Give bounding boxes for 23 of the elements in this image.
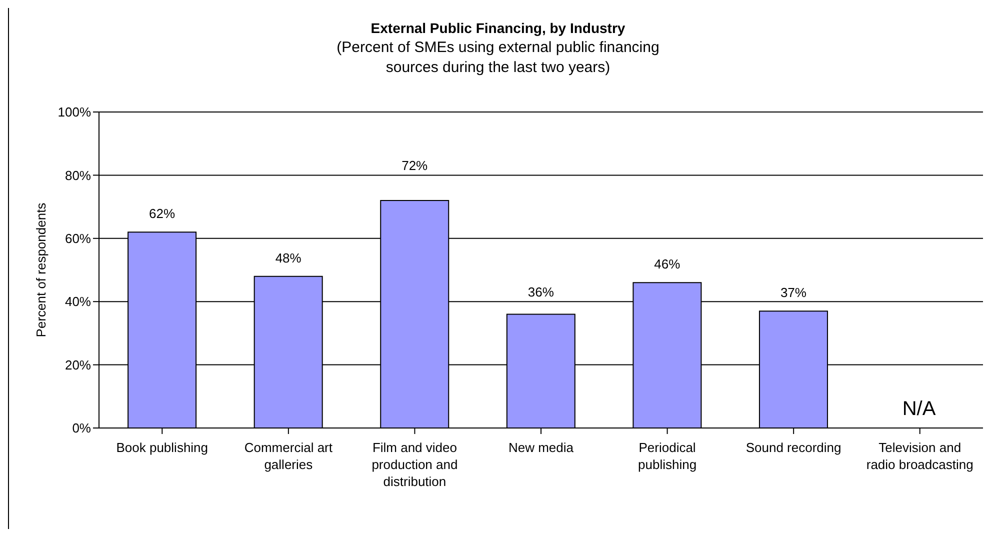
data-label: 48%	[275, 250, 302, 266]
y-tick-label: 20%	[64, 357, 92, 372]
chart-subtitle: (Percent of SMEs using external public financing sources during the last two years)	[336, 38, 660, 78]
x-tick-label: Television and radio broadcasting	[866, 440, 974, 472]
data-label: 62%	[149, 206, 176, 222]
y-tick-label: 80%	[64, 168, 92, 183]
data-label: 37%	[780, 285, 807, 300]
y-tick-label: 60%	[64, 231, 92, 246]
x-tick-label: Commercial art galleries	[244, 440, 333, 472]
x-tick-label: Book publishing	[116, 440, 208, 455]
y-tick-label: 40%	[64, 294, 92, 310]
x-tick-label: Periodical publishing	[638, 440, 697, 472]
y-tick-label: 0%	[72, 420, 92, 436]
y-axis-title: Percent of respondents	[34, 202, 49, 338]
annotation: N/A	[901, 398, 937, 421]
chart-title: External Public Financing, by Industry	[370, 20, 626, 36]
x-tick-label: New media	[508, 440, 574, 455]
data-label: 36%	[528, 284, 554, 300]
data-label: 72%	[402, 158, 428, 174]
data-label: 46%	[654, 256, 681, 272]
x-tick-label: Sound recording	[746, 440, 842, 455]
y-tick-label: 100%	[58, 104, 92, 120]
x-tick-label: Film and video production and distribution	[372, 440, 458, 489]
